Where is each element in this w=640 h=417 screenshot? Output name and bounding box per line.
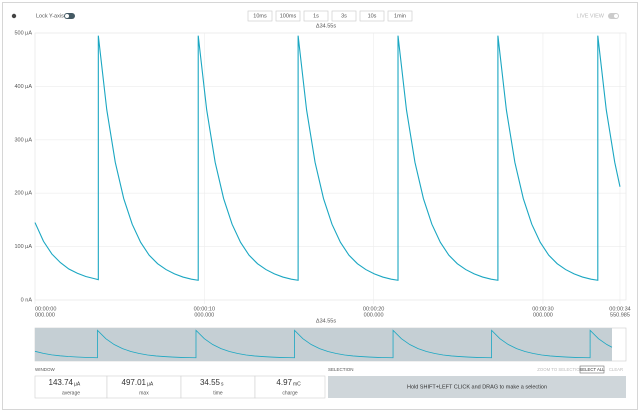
selection-hint: Hold SHIFT+LEFT CLICK and DRAG to make a…: [407, 384, 547, 390]
current-line: [34, 35, 621, 281]
stat-value: 4.97: [276, 378, 292, 387]
y-tick-label: 300 µA: [14, 137, 32, 143]
minimap-annotation: Δ34.55s: [316, 318, 336, 324]
minimap-line: [34, 329, 613, 359]
selection-button[interactable]: CLEAR: [609, 367, 623, 372]
stat-label: time: [213, 390, 223, 396]
selection-button[interactable]: ZOOM TO SELECTION: [537, 367, 582, 372]
zoom-button-label: 3s: [341, 13, 347, 19]
stat-unit: µA: [74, 381, 81, 387]
live-view-label: LIVE VIEW: [576, 13, 604, 19]
stat-label: charge: [282, 390, 298, 396]
zoom-button-label: 100ms: [280, 13, 297, 19]
zoom-button-label: 10s: [368, 13, 377, 19]
zoom-button-label: 10ms: [253, 13, 267, 19]
zoom-button-label: 1s: [313, 13, 319, 19]
x-tick-label: 00:00:00: [35, 306, 56, 312]
stat-value: 143.74: [49, 378, 74, 387]
zoom-button[interactable]: [331, 10, 357, 22]
x-tick-sublabel: 000.000: [194, 312, 214, 318]
x-tick-label: 00:00:30: [532, 306, 553, 312]
x-tick-sublabel: 550.985: [610, 312, 630, 318]
y-tick-label: 400 µA: [14, 84, 32, 90]
selection-box: [328, 376, 626, 398]
stat-value: 497.01: [122, 378, 147, 387]
minimap-window[interactable]: [35, 328, 612, 361]
section-title: SELECTION: [328, 367, 354, 372]
window-annotation: Δ34.55s: [316, 23, 336, 29]
selection-button[interactable]: SELECT ALL: [579, 367, 605, 372]
toggle-knob: [614, 14, 618, 18]
y-tick-label: 200 µA: [14, 191, 32, 197]
stat-unit: mC: [293, 381, 301, 387]
zoom-button[interactable]: [359, 10, 385, 22]
stat-box: [254, 375, 326, 399]
stat-unit: µA: [147, 381, 154, 387]
y-tick-label: 0 nA: [21, 297, 33, 303]
toggle-knob: [65, 14, 69, 18]
x-tick-sublabel: 000.000: [533, 312, 553, 318]
zoom-button-label: 1min: [394, 13, 406, 19]
x-tick-sublabel: 000.000: [364, 312, 384, 318]
x-tick-label: 00:00:10: [194, 306, 215, 312]
lock-label: Lock Y-axis: [36, 13, 64, 19]
zoom-button[interactable]: [275, 10, 301, 22]
stat-label: max: [139, 390, 149, 396]
stat-unit: s: [221, 381, 224, 387]
y-tick-label: 100 µA: [14, 244, 32, 250]
plot-area: [34, 32, 627, 301]
section-title: WINDOW: [35, 367, 55, 372]
settings-icon[interactable]: [11, 13, 17, 19]
zoom-button[interactable]: [387, 10, 413, 22]
x-tick-sublabel: 000.000: [35, 312, 55, 318]
x-tick-label: 00:00:34: [609, 306, 630, 312]
zoom-button[interactable]: [303, 10, 329, 22]
stat-value: 34.55: [200, 378, 221, 387]
zoom-button[interactable]: [247, 10, 273, 22]
x-tick-label: 00:00:20: [363, 306, 384, 312]
stat-label: average: [62, 390, 80, 396]
select-button-frame[interactable]: [579, 365, 605, 374]
y-tick-label: 500 µA: [14, 30, 32, 36]
